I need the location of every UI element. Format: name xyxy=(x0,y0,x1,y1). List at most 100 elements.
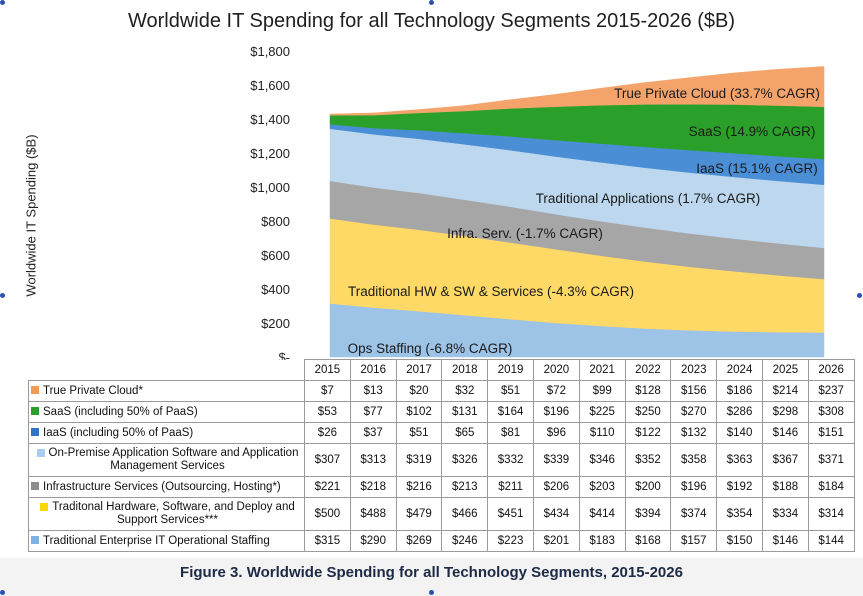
y-tick-label: $- xyxy=(278,350,290,360)
value-cell: $358 xyxy=(670,443,718,477)
resize-handle-left-middle[interactable] xyxy=(0,293,5,298)
stacked-area-plot: $- $200 $400 $600 $800 $1,000 $1,200 $1,400 $1,6… xyxy=(250,44,825,360)
value-cell: $26 xyxy=(304,422,351,444)
value-cell: $20 xyxy=(395,380,443,402)
table-row: Traditional Enterprise IT Operational St… xyxy=(28,530,855,552)
value-cell: $290 xyxy=(349,530,397,552)
value-cell: $339 xyxy=(532,443,580,477)
series-name: On-Premise Application Software and Appl… xyxy=(48,447,299,472)
legend-swatch xyxy=(40,502,49,511)
value-cell: $203 xyxy=(578,476,626,498)
table-row: SaaS (including 50% of PaaS) $53 $77 $102 $1… xyxy=(28,401,855,423)
value-cell: $146 xyxy=(761,422,809,444)
y-tick-label: $800 xyxy=(261,214,290,229)
value-cell: $196 xyxy=(670,476,718,498)
resize-handle-right-middle[interactable] xyxy=(857,293,862,298)
value-cell: $466 xyxy=(441,497,489,531)
value-cell: $214 xyxy=(761,380,809,402)
resize-handle-bottom-center[interactable] xyxy=(429,590,434,595)
value-cell: $374 xyxy=(670,497,718,531)
series-name-cell: Traditional Enterprise IT Operational St… xyxy=(28,530,305,552)
value-cell: $451 xyxy=(487,497,534,531)
value-cell: $367 xyxy=(761,443,809,477)
series-name-cell: IaaS (including 50% of PaaS) xyxy=(28,422,305,444)
year-header: 2017 xyxy=(395,359,443,381)
legend-swatch xyxy=(31,536,39,545)
value-cell: $334 xyxy=(761,497,809,531)
value-cell: $53 xyxy=(304,401,351,423)
value-cell: $164 xyxy=(487,401,534,423)
series-name-cell: True Private Cloud* xyxy=(28,380,305,402)
year-header: 2021 xyxy=(578,359,626,381)
value-cell: $188 xyxy=(761,476,809,498)
value-cell: $216 xyxy=(395,476,443,498)
value-cell: $37 xyxy=(349,422,397,444)
legend-swatch xyxy=(31,386,39,395)
value-cell: $132 xyxy=(670,422,718,444)
value-cell: $434 xyxy=(532,497,580,531)
value-cell: $183 xyxy=(578,530,626,552)
legend-swatch xyxy=(31,407,39,416)
value-cell: $184 xyxy=(807,476,855,498)
value-cell: $13 xyxy=(349,380,397,402)
caption-band xyxy=(0,558,863,596)
value-cell: $96 xyxy=(532,422,580,444)
value-cell: $32 xyxy=(441,380,489,402)
value-cell: $308 xyxy=(807,401,855,423)
resize-handle-top-center[interactable] xyxy=(429,0,434,5)
value-cell: $246 xyxy=(441,530,489,552)
value-cell: $65 xyxy=(441,422,489,444)
series-name: Infrastructure Services (Outsourcing, Ho… xyxy=(43,480,281,493)
value-cell: $168 xyxy=(624,530,672,552)
table-row: Infrastructure Services (Outsourcing, Ho… xyxy=(28,476,855,498)
series-name-cell: On-Premise Application Software and Appl… xyxy=(28,443,305,477)
value-cell: $144 xyxy=(807,530,855,552)
y-tick-label: $400 xyxy=(261,282,290,297)
data-table: 2015 2016 2017 2018 2019 2020 2021 2022 2023 2024… xyxy=(28,359,855,552)
value-cell: $99 xyxy=(578,380,626,402)
value-cell: $150 xyxy=(716,530,763,552)
value-cell: $269 xyxy=(395,530,443,552)
series-name-cell: SaaS (including 50% of PaaS) xyxy=(28,401,305,423)
year-header: 2025 xyxy=(761,359,809,381)
value-cell: $102 xyxy=(395,401,443,423)
value-cell: $186 xyxy=(716,380,763,402)
resize-handle-bottom-left[interactable] xyxy=(0,590,5,595)
series-name: IaaS (including 50% of PaaS) xyxy=(43,426,194,439)
value-cell: $500 xyxy=(304,497,351,531)
chart-title: Worldwide IT Spending for all Technology… xyxy=(127,10,736,32)
value-cell: $51 xyxy=(395,422,443,444)
value-cell: $81 xyxy=(487,422,534,444)
legend-swatch xyxy=(36,448,45,457)
value-cell: $218 xyxy=(349,476,397,498)
table-corner-cell xyxy=(29,360,305,381)
legend-swatch xyxy=(31,428,39,437)
value-cell: $151 xyxy=(807,422,855,444)
area-label: Traditional HW & SW & Services (-4.3% CA… xyxy=(348,284,634,299)
value-cell: $211 xyxy=(487,476,534,498)
year-header: 2018 xyxy=(441,359,489,381)
series-name-cell: Infrastructure Services (Outsourcing, Ho… xyxy=(28,476,305,498)
resize-handle-top-left[interactable] xyxy=(0,0,5,5)
value-cell: $307 xyxy=(304,443,351,477)
value-cell: $140 xyxy=(716,422,763,444)
value-cell: $156 xyxy=(670,380,718,402)
value-cell: $128 xyxy=(624,380,672,402)
value-cell: $315 xyxy=(304,530,351,552)
area-label: Traditional Applications (1.7% CAGR) xyxy=(536,191,761,206)
year-header: 2015 xyxy=(304,359,351,381)
value-cell: $270 xyxy=(670,401,718,423)
value-cell: $326 xyxy=(441,443,489,477)
series-name: True Private Cloud* xyxy=(43,384,143,397)
table-row: On-Premise Application Software and Appl… xyxy=(28,443,855,477)
value-cell: $200 xyxy=(624,476,672,498)
legend-swatch xyxy=(31,482,39,491)
area-label: True Private Cloud (33.7% CAGR) xyxy=(614,86,820,101)
y-tick-label: $1,800 xyxy=(250,44,290,59)
value-cell: $363 xyxy=(716,443,763,477)
value-cell: $371 xyxy=(807,443,855,477)
year-header: 2019 xyxy=(487,359,534,381)
value-cell: $192 xyxy=(716,476,763,498)
table-row: True Private Cloud* $7 $13 $20 $32 $51 $72 $99 $… xyxy=(28,380,855,402)
